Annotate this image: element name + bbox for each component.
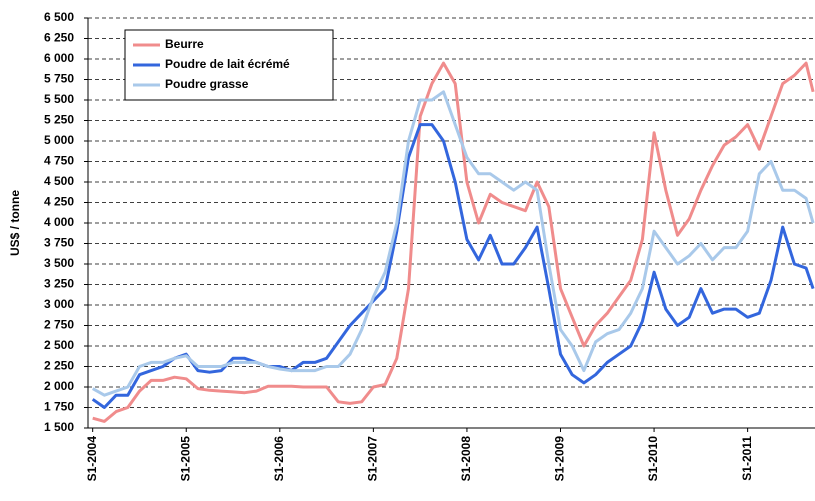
y-tick-label: 3 750 xyxy=(44,236,74,250)
x-tick-label: S1-2004 xyxy=(85,436,99,482)
y-tick-label: 2 250 xyxy=(44,359,74,373)
y-tick-label: 3 250 xyxy=(44,277,74,291)
x-tick-label: S1-2007 xyxy=(366,436,380,482)
y-tick-label: 4 750 xyxy=(44,154,74,168)
x-tick-label: S1-2008 xyxy=(459,436,473,482)
y-tick-label: 2 000 xyxy=(44,379,74,393)
series-line xyxy=(91,123,815,409)
y-tick-label: 2 500 xyxy=(44,338,74,352)
x-tick-label: S1-2009 xyxy=(553,436,567,482)
y-tick-label: 5 750 xyxy=(44,72,74,86)
series-line xyxy=(92,61,815,423)
y-axis-label: US$ / tonne xyxy=(8,190,22,256)
legend-label: Poudre de lait écrémé xyxy=(165,57,290,71)
legend-label: Beurre xyxy=(165,37,204,51)
legend: Beurre Poudre de lait écrémé Poudre grasse xyxy=(124,29,334,101)
x-tick-label: S1-2011 xyxy=(740,436,754,481)
y-tick-label: 4 500 xyxy=(44,174,74,188)
x-tick-label: S1-2010 xyxy=(646,436,660,482)
y-tick-label: 5 250 xyxy=(44,113,74,127)
y-tick-label: 6 000 xyxy=(44,51,74,65)
series-line xyxy=(91,90,815,397)
y-tick-label: 6 250 xyxy=(44,31,74,45)
legend-label: Poudre grasse xyxy=(165,77,249,91)
y-tick-label: 5 500 xyxy=(44,92,74,106)
y-tick-label: 3 500 xyxy=(44,256,74,270)
y-tick-label: 4 000 xyxy=(44,215,74,229)
y-tick-label: 2 750 xyxy=(44,318,74,332)
y-tick-label: 4 250 xyxy=(44,195,74,209)
x-tick-label: S1-2005 xyxy=(178,436,192,482)
y-tick-label: 5 000 xyxy=(44,133,74,147)
y-tick-label: 3 000 xyxy=(44,297,74,311)
x-tick-label: S1-2006 xyxy=(272,436,286,482)
y-tick-label: 1 750 xyxy=(44,400,74,414)
y-tick-label: 6 500 xyxy=(44,10,74,24)
y-tick-label: 1 500 xyxy=(44,420,74,434)
